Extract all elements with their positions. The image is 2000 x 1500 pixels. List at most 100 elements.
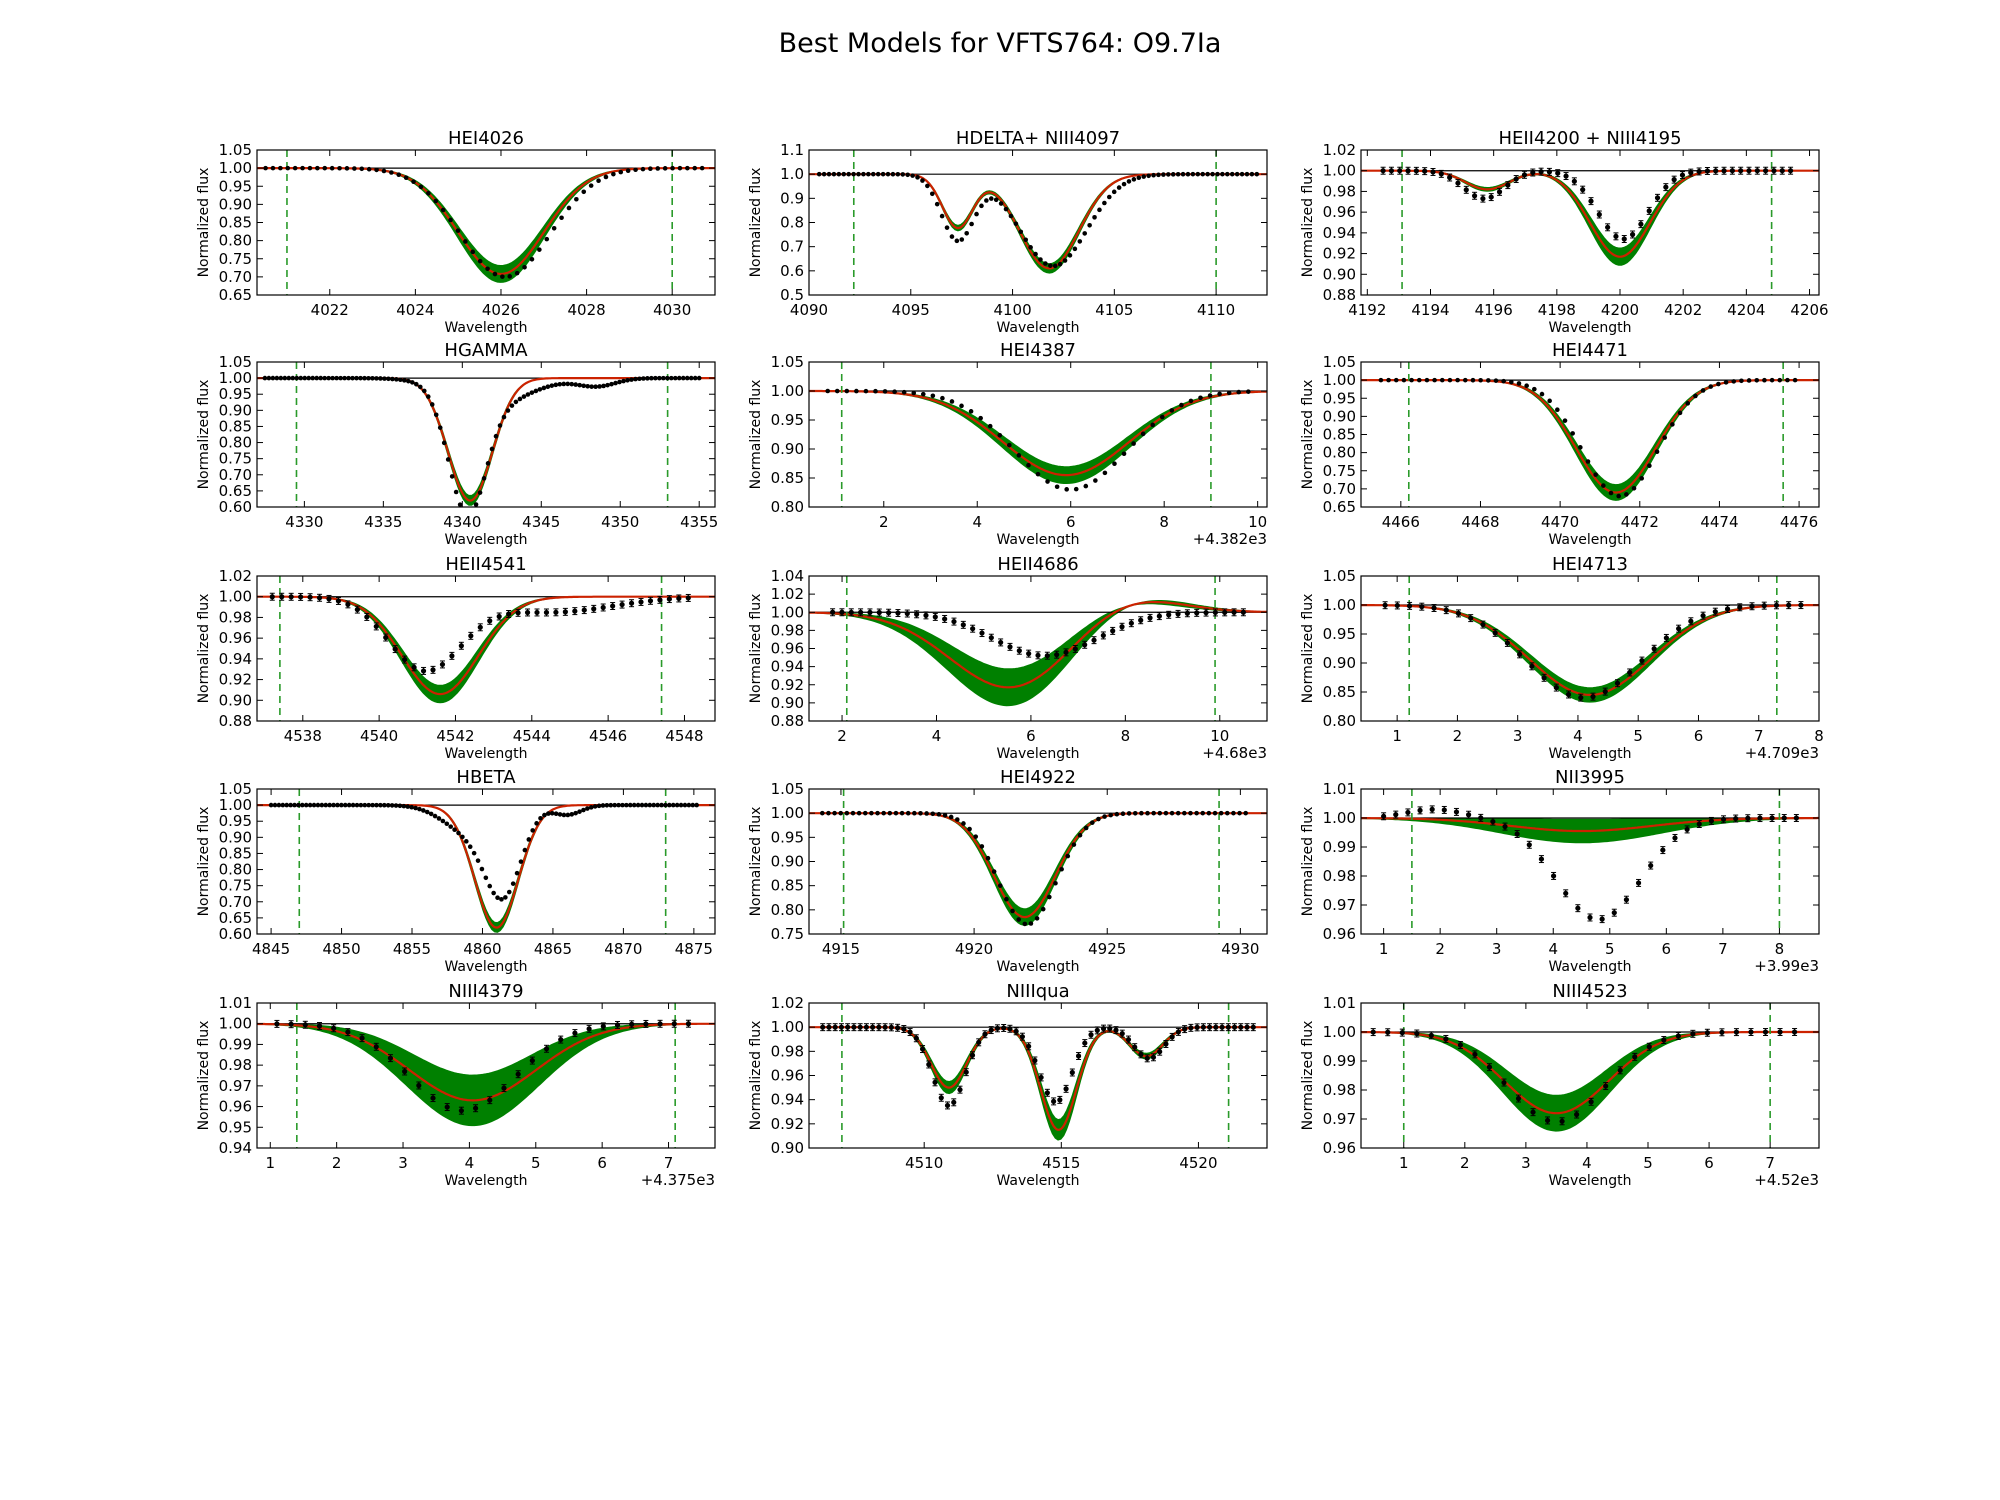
- data-point: [1222, 609, 1228, 615]
- data-point: [1114, 811, 1120, 817]
- data-point: [430, 1095, 436, 1101]
- data-point: [895, 171, 901, 177]
- data-point: [895, 610, 901, 616]
- observed-spectrum: [268, 802, 699, 902]
- data-point: [307, 802, 313, 808]
- x-tick-label: 4350: [601, 513, 639, 531]
- data-point: [389, 170, 394, 175]
- y-axis-label: Normalized flux: [196, 594, 212, 704]
- observed-spectrum: [820, 810, 1248, 927]
- data-point: [836, 171, 842, 177]
- data-point: [1745, 815, 1751, 821]
- data-point: [545, 384, 551, 390]
- data-point: [939, 213, 945, 219]
- y-axis-label: Normalized flux: [1300, 1021, 1316, 1131]
- data-point: [411, 664, 417, 670]
- data-point: [1028, 245, 1033, 250]
- data-point: [1428, 1032, 1434, 1038]
- observed-spectrum: [1380, 166, 1794, 243]
- panel-grid: 4022 4024 4026 4028 40300.650.700.750.800.85…: [196, 128, 1829, 1189]
- data-point: [949, 234, 955, 239]
- x-axis-label: Wavelength: [444, 532, 527, 548]
- data-point: [366, 375, 371, 381]
- data-point: [1380, 168, 1386, 174]
- data-point: [686, 802, 692, 808]
- data-point: [901, 1026, 907, 1032]
- y-tick-label: 1.05: [1323, 567, 1356, 585]
- data-point: [612, 802, 617, 808]
- data-point: [294, 375, 300, 381]
- data-point: [905, 172, 910, 178]
- x-tick-label: 7: [664, 1154, 674, 1172]
- data-point: [1590, 694, 1596, 700]
- y-tick-label: 1.0: [780, 165, 804, 183]
- data-point: [1748, 1029, 1754, 1035]
- data-point: [398, 377, 403, 383]
- data-point: [522, 264, 527, 270]
- data-point: [1737, 604, 1743, 610]
- data-point: [1166, 612, 1172, 618]
- data-point: [501, 414, 507, 420]
- data-point: [418, 184, 424, 190]
- data-point: [1203, 610, 1209, 616]
- data-point: [487, 883, 493, 889]
- data-point: [629, 1021, 635, 1027]
- data-point: [1629, 231, 1636, 238]
- data-point: [1026, 1043, 1032, 1049]
- x-axis-label: Wavelength: [1548, 532, 1631, 548]
- data-point: [1490, 818, 1496, 825]
- axes-frame: [256, 575, 716, 722]
- data-point: [858, 609, 864, 615]
- y-tick-label: 1.02: [1323, 141, 1356, 159]
- data-point: [669, 375, 674, 381]
- data-point: [628, 600, 635, 606]
- y-tick-label: 0.98: [1323, 1081, 1356, 1099]
- x-tick-label: 4865: [534, 940, 572, 958]
- data-point: [392, 646, 398, 652]
- data-point: [1578, 445, 1583, 450]
- data-point: [1019, 1034, 1025, 1040]
- data-point: [286, 375, 292, 381]
- data-point: [503, 895, 508, 900]
- data-point: [625, 377, 630, 383]
- data-point: [572, 1030, 578, 1036]
- data-point: [1206, 810, 1212, 816]
- data-point: [401, 803, 407, 809]
- data-point: [929, 191, 935, 197]
- y-tick-label: 0.94: [771, 1091, 804, 1109]
- data-point: [1509, 379, 1514, 385]
- plot-area: [257, 150, 715, 295]
- data-point: [337, 165, 342, 171]
- data-point: [429, 402, 435, 407]
- y-tick-label: 0.90: [219, 195, 252, 213]
- y-tick-label: 1.00: [1323, 1023, 1356, 1041]
- data-point: [263, 165, 268, 171]
- data-point: [633, 376, 638, 382]
- data-point: [1639, 657, 1645, 664]
- y-tick-label: 0.80: [1323, 712, 1356, 730]
- data-point: [421, 388, 427, 394]
- data-point: [655, 166, 661, 171]
- data-point: [1051, 1098, 1057, 1105]
- y-axis-label: Normalized flux: [196, 807, 212, 917]
- data-point: [1538, 169, 1544, 175]
- y-tick-label: 0.80: [219, 434, 252, 452]
- data-point: [1188, 1025, 1194, 1031]
- y-tick-label: 0.65: [219, 286, 252, 304]
- data-point: [374, 167, 379, 173]
- y-tick-label: 0.95: [219, 385, 252, 403]
- data-point: [1394, 602, 1400, 609]
- x-tick-label: 4026: [482, 301, 520, 319]
- data-point: [1047, 263, 1053, 268]
- data-point: [515, 1071, 521, 1077]
- x-offset-label: +4.375e3: [641, 1171, 715, 1189]
- data-point: [1063, 1086, 1069, 1092]
- data-point: [1072, 646, 1078, 652]
- data-point: [1229, 171, 1235, 177]
- data-point: [993, 197, 999, 203]
- data-point: [553, 811, 559, 817]
- x-tick-label: 4476: [1780, 513, 1818, 531]
- y-tick-label: 1.00: [219, 588, 252, 606]
- axes-frame: [256, 788, 716, 935]
- data-point: [1409, 377, 1414, 383]
